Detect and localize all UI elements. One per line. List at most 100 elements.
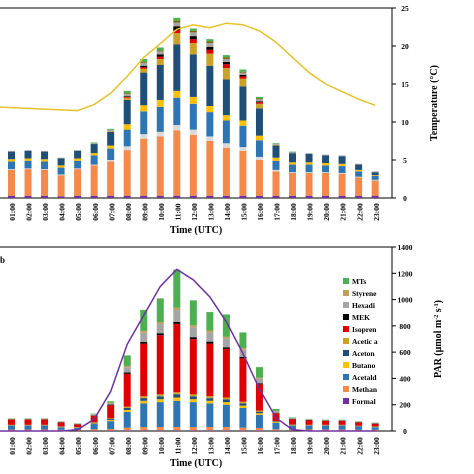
bar-segment [123, 96, 131, 98]
bar-segment [123, 355, 131, 366]
bar-segment [338, 156, 346, 164]
bar-segment [8, 151, 15, 160]
bar-segment [289, 419, 297, 425]
x-tick-label: 11:00 [173, 437, 182, 454]
bar-segment [322, 429, 330, 431]
bar-segment [140, 65, 148, 68]
bar-segment [41, 159, 49, 162]
bar-segment [305, 425, 313, 430]
bar-segment [90, 142, 98, 144]
bar-segment [272, 144, 280, 145]
bar-segment [24, 168, 32, 170]
bar-segment [222, 120, 230, 144]
bar-segment [41, 169, 49, 170]
legend-swatch [343, 290, 349, 296]
bar-segment [255, 103, 263, 109]
bar-segment [305, 162, 313, 165]
bar-segment [8, 169, 15, 170]
bar-segment [41, 161, 49, 170]
bar-segment [255, 140, 263, 157]
x-tick-label: 13:00 [206, 203, 215, 221]
bottom-bars [8, 269, 379, 431]
bar-segment [140, 67, 148, 69]
bar-segment [222, 338, 230, 348]
bar-segment [41, 419, 49, 425]
bar-segment [206, 403, 214, 428]
bar-segment [272, 421, 280, 423]
bar-segment [90, 423, 98, 425]
bar-segment [90, 413, 98, 415]
bar-segment [206, 41, 214, 43]
bar-segment [305, 153, 313, 154]
bar-segment [57, 174, 65, 176]
bar-segment [189, 394, 197, 397]
legend-swatch [343, 386, 349, 392]
bar-segment [305, 429, 313, 431]
bar-segment [289, 417, 297, 419]
bar-segment [305, 164, 313, 173]
bar-segment [206, 400, 214, 404]
bar-segment [272, 160, 280, 170]
bar-segment [74, 195, 82, 198]
bar-segment [123, 372, 131, 374]
bar-segment [272, 429, 280, 431]
x-tick-label: 06:00 [91, 203, 100, 221]
bar-segment [189, 300, 197, 326]
bar-segment [222, 61, 230, 65]
bar-segment [222, 399, 230, 403]
bar-segment [272, 195, 280, 198]
bar-segment [289, 172, 297, 196]
bar-segment [57, 422, 65, 427]
bar-segment [222, 79, 230, 116]
bar-segment [24, 160, 32, 169]
bar-segment [222, 68, 230, 80]
bar-segment [57, 165, 65, 168]
bar-segment [189, 30, 197, 33]
bar-segment [90, 164, 98, 166]
bar-segment [371, 171, 379, 173]
bar-segment [371, 175, 379, 180]
bar-segment [140, 61, 148, 63]
legend-label: Hexadi [352, 301, 375, 310]
bar-segment [156, 324, 164, 334]
bottom-panel: b 01:00 02:00 03:00 04:00 05:00 06:00 07:00 08:… [0, 243, 444, 469]
bar-segment [222, 430, 230, 431]
bar-segment [239, 147, 247, 151]
bar-segment [322, 154, 330, 156]
bar-segment [272, 157, 280, 161]
bar-segment [289, 425, 297, 430]
bar-segment [140, 58, 148, 62]
bar-segment [189, 28, 197, 31]
bar-segment [371, 423, 379, 427]
bar-segment [8, 169, 15, 196]
bar-segment [371, 180, 379, 196]
bar-segment [156, 427, 164, 431]
bar-segment [355, 176, 363, 178]
bar-segment [140, 138, 148, 196]
x-tick-label: 04:00 [58, 437, 67, 455]
legend-swatch [343, 350, 349, 356]
bar-segment [222, 115, 230, 121]
bar-segment [189, 32, 197, 37]
bar-segment [255, 99, 263, 102]
bar-segment [206, 112, 214, 137]
bar-segment [371, 175, 379, 176]
legend-label: Methan [352, 385, 378, 394]
bar-segment [272, 169, 280, 172]
bar-segment [173, 392, 181, 395]
bar-segment [156, 58, 164, 65]
bar-segment [156, 47, 164, 51]
bar-segment [322, 172, 330, 196]
bar-segment [222, 404, 230, 428]
y2-tick-label: 20 [401, 42, 409, 51]
bar-segment [173, 269, 181, 308]
y2-tick-label: 1400 [398, 243, 413, 252]
bar-segment [355, 429, 363, 431]
bar-segment [123, 90, 131, 94]
x-tick-label: 16:00 [256, 437, 265, 455]
bar-segment [140, 195, 148, 198]
bar-segment [173, 394, 181, 398]
bar-segment [140, 430, 148, 431]
x-tick-label: 06:00 [91, 437, 100, 455]
